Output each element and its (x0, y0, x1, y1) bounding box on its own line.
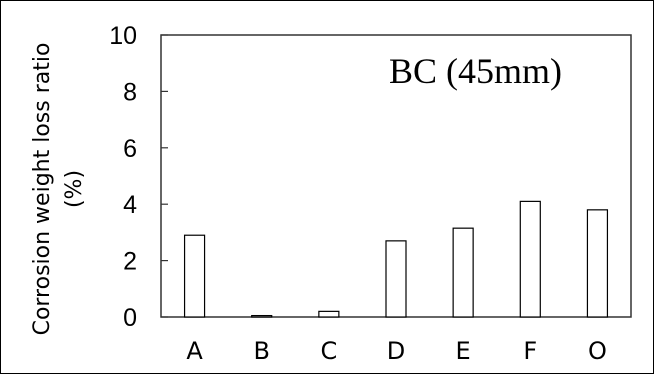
y-tick-label: 8 (123, 78, 137, 106)
bar-a (183, 234, 206, 318)
y-tick-label: 6 (123, 135, 137, 163)
y-axis: 0 2 4 6 8 10 (109, 22, 168, 332)
bar-b (251, 314, 273, 318)
x-tick-label: F (523, 337, 537, 365)
y-tick-label: 10 (109, 22, 137, 50)
bar-e (452, 227, 474, 318)
y-tick-label: 4 (123, 191, 137, 219)
x-tick-label: C (320, 337, 337, 365)
bar-d (385, 240, 407, 318)
y-tick-label: 0 (123, 304, 137, 332)
x-tick-label: E (456, 337, 471, 365)
bar-f (519, 200, 541, 318)
y-axis-label-line2: (%) (62, 170, 87, 208)
y-tick-label: 2 (123, 248, 137, 276)
y-axis-label: Corrosion weight loss ratio (%) (30, 43, 87, 336)
bar-series (183, 200, 609, 318)
x-tick-label: O (588, 337, 607, 365)
bar-o (586, 209, 609, 318)
bar-c (318, 310, 340, 318)
x-tick-label: B (253, 337, 269, 365)
x-tick-label: A (186, 337, 203, 365)
y-axis-label-line1: Corrosion weight loss ratio (30, 43, 55, 336)
x-tick-label: D (387, 337, 405, 365)
chart-annotation: BC (45mm) (389, 51, 562, 91)
